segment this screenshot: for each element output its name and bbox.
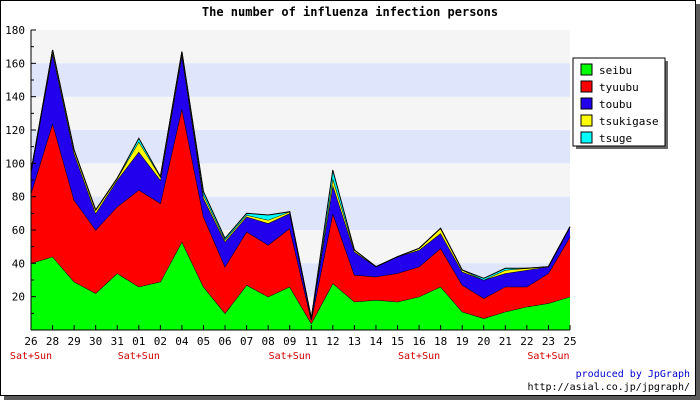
x-tick-label: 23 (542, 335, 555, 348)
legend-swatch-toubu (580, 97, 593, 110)
legend-label-tsukigase: tsukigase (599, 115, 659, 128)
legend-swatch-tsuge (580, 131, 593, 144)
legend-label-seibu: seibu (599, 64, 632, 77)
y-tick-label: 120 (5, 124, 25, 137)
x-tick-label: 14 (369, 335, 383, 348)
weekend-label: Sat+Sun (527, 351, 569, 362)
x-tick-label: 31 (111, 335, 124, 348)
x-tick-label: 20 (477, 335, 490, 348)
y-tick-label: 20 (12, 291, 25, 304)
x-tick-label: 02 (154, 335, 167, 348)
x-tick-label: 28 (46, 335, 59, 348)
x-tick-label: 08 (262, 335, 275, 348)
x-tick-label: 01 (132, 335, 145, 348)
x-tick-label: 15 (391, 335, 404, 348)
x-tick-label: 12 (326, 335, 339, 348)
y-tick-label: 140 (5, 91, 25, 104)
area-seibu (31, 241, 570, 330)
x-tick-label: 18 (434, 335, 447, 348)
legend-label-toubu: toubu (599, 98, 632, 111)
legend-swatch-tsukigase (580, 114, 593, 127)
weekend-label: Sat+Sun (398, 351, 440, 362)
weekend-label: Sat+Sun (118, 351, 160, 362)
y-tick-label: 40 (12, 257, 25, 270)
y-tick-label: 60 (12, 224, 25, 237)
x-tick-label: 30 (89, 335, 102, 348)
area-tyuubu (31, 108, 570, 324)
legend-swatch-seibu (580, 63, 593, 76)
x-tick-label: 21 (499, 335, 512, 348)
x-tick-label: 06 (218, 335, 231, 348)
line-tsuge (30, 49, 571, 319)
x-tick-label: 26 (24, 335, 37, 348)
stacked-areas (30, 49, 571, 330)
axes: 20 40 60 80 100 120 140 160 180 26 Sat+Sun 28 29 30 31… (5, 24, 577, 362)
credit-producer: produced by JpGraph (576, 369, 690, 380)
x-tick-label: 25 (563, 335, 576, 348)
legend-label-tsuge: tsuge (599, 132, 632, 145)
y-tick-label: 100 (5, 157, 25, 170)
legend-label-tyuubu: tyuubu (599, 81, 639, 94)
x-tick-label: 05 (197, 335, 210, 348)
x-tick-label: 16 (412, 335, 425, 348)
grid-band (31, 63, 570, 97)
chart-title: The number of influenza infection person… (202, 5, 498, 19)
x-tick-label: 04 (175, 335, 189, 348)
y-tick-label: 180 (5, 24, 25, 37)
legend: seibu tyuubu toubu tsukigase tsuge (572, 57, 668, 149)
weekend-label: Sat+Sun (269, 351, 311, 362)
x-tick-label: 09 (283, 335, 296, 348)
x-tick-label: 11 (305, 335, 318, 348)
weekend-label: Sat+Sun (10, 351, 52, 362)
legend-swatch-tyuubu (580, 80, 593, 93)
x-tick-label: 22 (520, 335, 533, 348)
x-tick-label: 07 (240, 335, 253, 348)
y-tick-label: 80 (12, 191, 25, 204)
x-tick-label: 19 (456, 335, 469, 348)
x-tick-label: 13 (348, 335, 361, 348)
x-tick-label: 29 (67, 335, 80, 348)
grid-band (31, 130, 570, 164)
y-tick-label: 160 (5, 57, 25, 70)
credit-url: http://asial.co.jp/jpgraph/ (527, 382, 690, 393)
